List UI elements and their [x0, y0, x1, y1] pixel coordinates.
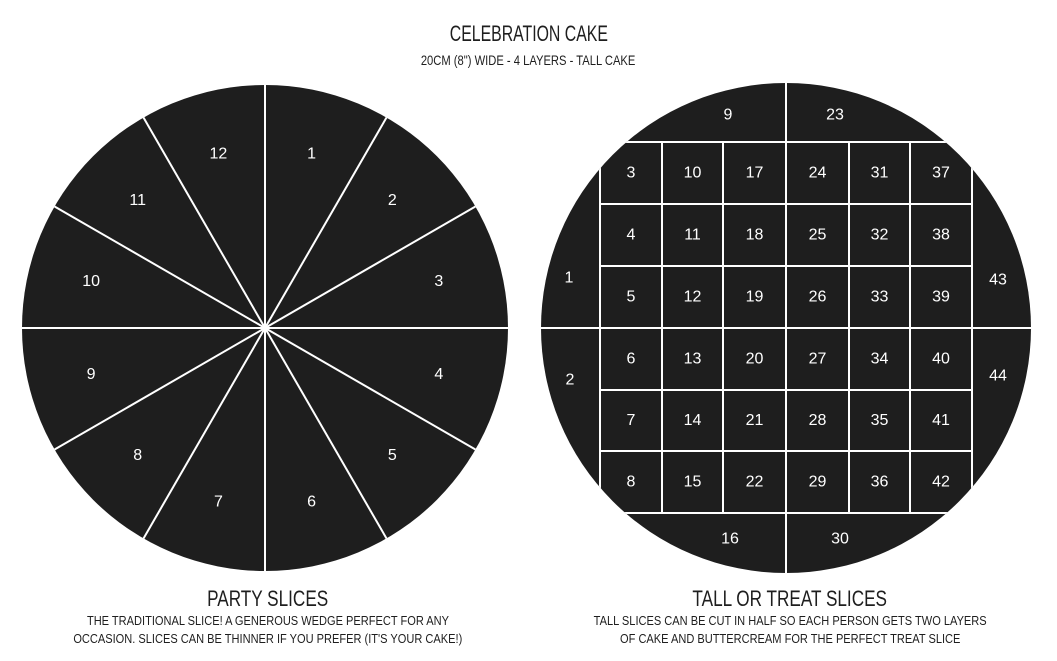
- treat-slice-number: 9: [724, 107, 733, 124]
- treat-slice-number: 1: [565, 270, 574, 287]
- treat-slice-number: 20: [746, 351, 764, 368]
- slice-cut-line: [264, 327, 388, 539]
- slice-number: 7: [214, 493, 223, 510]
- slice-number: 11: [129, 192, 146, 209]
- treat-slice-number: 11: [684, 227, 701, 244]
- treat-slice-number: 7: [627, 412, 636, 429]
- slice-number: 9: [87, 366, 96, 383]
- treat-slice-number: 43: [989, 272, 1007, 289]
- slice-cut-line: [264, 205, 476, 329]
- treat-slice-number: 27: [809, 351, 827, 368]
- treat-slice-number: 13: [684, 351, 702, 368]
- treat-slice-number: 8: [627, 474, 636, 491]
- treat-slice-number: 3: [627, 165, 636, 182]
- treat-slices-description-line: OF CAKE AND BUTTERCREAM FOR THE PERFECT …: [619, 631, 961, 646]
- treat-slice-number: 42: [932, 474, 950, 491]
- party-slices-caption: PARTY SLICES THE TRADITIONAL SLICE! A GE…: [23, 586, 513, 649]
- treat-slices-heading: TALL OR TREAT SLICES: [692, 586, 888, 611]
- treat-slice-number: 41: [932, 412, 950, 429]
- treat-slices-cake: 3 10 17 24 31 374 11 18 25 32 385 12 19 26 33 396 13 20 27…: [541, 83, 1031, 573]
- party-slices-description-line: THE TRADITIONAL SLICE! A GENEROUS WEDGE …: [86, 613, 450, 628]
- treat-slice-number: 6: [627, 351, 636, 368]
- treat-slice-number: 28: [809, 412, 827, 429]
- slice-cut-line: [264, 117, 388, 329]
- treat-slice-number: 32: [871, 227, 889, 244]
- treat-slices-caption: TALL OR TREAT SLICES TALL SLICES CAN BE …: [545, 586, 1035, 649]
- treat-slice-number: 26: [809, 289, 827, 306]
- treat-slices-description-line: TALL SLICES CAN BE CUT IN HALF SO EACH P…: [593, 613, 987, 628]
- page-title: CELEBRATION CAKE: [449, 21, 608, 46]
- treat-slice-number: 5: [627, 289, 636, 306]
- slice-number: 6: [307, 493, 316, 510]
- treat-slice-number: 30: [831, 531, 849, 548]
- treat-slice-number: 40: [932, 351, 950, 368]
- slice-cut-line: [54, 205, 266, 329]
- slice-number: 2: [388, 192, 397, 209]
- slice-cut-line: [142, 327, 266, 539]
- treat-slice-number: 16: [721, 531, 739, 548]
- treat-slice-number: 34: [871, 351, 889, 368]
- party-slices-description-line: OCCASION. SLICES CAN BE THINNER IF YOU P…: [73, 631, 463, 646]
- treat-slice-number: 24: [809, 165, 827, 182]
- slice-number: 12: [210, 146, 228, 163]
- treat-slice-number: 44: [989, 368, 1007, 385]
- treat-slice-number: 18: [746, 227, 764, 244]
- slice-number: 3: [434, 273, 443, 290]
- treat-slice-number: 17: [746, 165, 764, 182]
- slice-cut-line: [142, 117, 266, 329]
- page-subtitle: 20CM (8") WIDE - 4 LAYERS - TALL CAKE: [421, 52, 636, 68]
- treat-slice-number: 4: [627, 227, 636, 244]
- treat-slice-number: 15: [684, 474, 702, 491]
- slice-number: 8: [133, 447, 142, 464]
- slice-number: 5: [388, 447, 397, 464]
- treat-slice-number: 38: [932, 227, 950, 244]
- treat-slice-number: 22: [746, 474, 764, 491]
- treat-slice-number: 31: [871, 165, 889, 182]
- treat-slice-number: 10: [684, 165, 702, 182]
- cut-lines: [541, 83, 1031, 573]
- slice-number: 1: [307, 146, 316, 163]
- treat-slice-number: 2: [566, 372, 575, 389]
- slice-cut-line: [54, 327, 266, 451]
- slice-number: 10: [82, 273, 100, 290]
- party-slices-heading: PARTY SLICES: [207, 586, 329, 611]
- treat-slice-number: 29: [809, 474, 827, 491]
- treat-slice-number: 14: [684, 412, 702, 429]
- treat-slice-number: 39: [932, 289, 950, 306]
- slice-cut-line: [264, 327, 476, 451]
- treat-slice-number: 35: [871, 412, 889, 429]
- treat-slice-number: 19: [746, 289, 764, 306]
- treat-slice-number: 21: [746, 412, 764, 429]
- treat-slice-number: 37: [932, 165, 950, 182]
- treat-slice-number: 36: [871, 474, 889, 491]
- treat-slice-number: 25: [809, 227, 827, 244]
- treat-slice-number: 33: [871, 289, 889, 306]
- treat-slice-number: 12: [684, 289, 702, 306]
- slice-number: 4: [434, 366, 443, 383]
- treat-slice-number: 23: [826, 107, 844, 124]
